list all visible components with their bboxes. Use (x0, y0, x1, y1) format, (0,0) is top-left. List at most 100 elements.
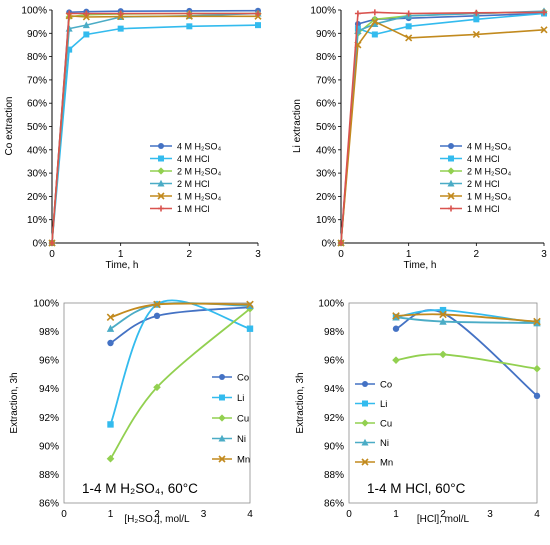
y-tick-label: 92% (39, 413, 59, 424)
legend: 4 M H₂SO₄ 4 M HCl 2 M H₂SO₄ 2 M HCl 1 M H₂SO… (150, 141, 222, 214)
data-point-marker (439, 317, 447, 325)
y-tick-label: 0% (322, 239, 337, 250)
legend-entry: 4 M HCl (150, 154, 210, 164)
legend-swatch-marker (362, 400, 368, 407)
legend-label: Li (380, 399, 387, 410)
data-point-marker (439, 350, 447, 359)
legend-entry: 1 M H₂SO₄ (440, 191, 512, 201)
y-tick-label: 90% (324, 441, 344, 452)
legend-label: 4 M HCl (467, 154, 500, 164)
data-point-marker (392, 356, 400, 364)
x-tick-label: 2 (440, 509, 446, 520)
y-tick-label: 30% (316, 169, 336, 180)
series-3 (48, 9, 262, 247)
chart-panel-3: 86% 88% 90% 92% 94% 96% 98% 100% 0 1 2 3 4 [H₂SO₄], m… (9, 299, 254, 525)
legend-entry: 1 M HCl (440, 204, 500, 214)
plot-area-border (63, 302, 251, 504)
legend-entry: 4 M HCl (440, 154, 500, 164)
data-point-marker (533, 392, 541, 400)
y-tick-label: 80% (316, 52, 336, 63)
series-line (340, 20, 545, 244)
data-point-marker (472, 30, 480, 39)
series-5 (106, 300, 254, 322)
legend-label: Ni (380, 438, 389, 449)
y-tick-label: 90% (316, 29, 336, 40)
series-line (109, 308, 251, 460)
y-tick-label: 70% (27, 75, 47, 86)
x-tick-label: 0 (346, 509, 352, 520)
legend-entry: Ni (355, 438, 389, 449)
data-point-marker (255, 10, 261, 17)
y-tick-label: 96% (324, 356, 344, 367)
data-point-marker (371, 31, 378, 38)
series-4 (106, 300, 254, 332)
data-point-marker (338, 240, 344, 246)
x-tick-label: 1 (406, 249, 412, 260)
series-line (395, 309, 538, 397)
data-point-marker (246, 300, 254, 309)
data-point-marker (473, 9, 480, 16)
data-point-marker (82, 21, 90, 29)
legend-swatch-marker (447, 167, 455, 175)
legend-label: Co (237, 372, 249, 383)
series-line (51, 12, 259, 244)
chart-panel-4: 86% 88% 90% 92% 94% 96% 98% 100% 0 1 2 3 4 [HCl], mol… (295, 299, 541, 525)
y-tick-label: 20% (316, 192, 336, 203)
data-point-marker (405, 34, 413, 42)
legend-swatch-marker (362, 381, 368, 387)
chart-panel-2: 0% 10% 20% 30% 40% 50% 60% 70% 80% 90% 100% 0 1 2 3 Tim… (292, 6, 548, 271)
x-tick-label: 0 (338, 249, 344, 260)
y-tick-label: 30% (27, 169, 47, 180)
legend-label: 4 M H₂SO₄ (177, 141, 222, 151)
series-line (51, 24, 259, 244)
y-tick-label: 40% (316, 145, 336, 156)
x-tick-label: 3 (201, 509, 207, 520)
y-tick-label: 100% (21, 6, 47, 17)
series-1 (49, 7, 261, 246)
y-tick-label: 40% (27, 145, 47, 156)
series-5 (392, 310, 541, 326)
series-5 (337, 18, 548, 247)
data-point-marker (246, 325, 254, 332)
data-point-marker (117, 12, 125, 21)
y-tick-label: 50% (316, 122, 336, 133)
legend-entry: Cu (212, 413, 249, 424)
data-point-marker (371, 15, 379, 23)
y-tick-label: 86% (39, 499, 59, 510)
legend-swatch-marker (218, 434, 226, 442)
data-point-marker (392, 312, 400, 320)
legend-swatch-marker (448, 155, 454, 162)
y-tick-label: 94% (39, 384, 59, 395)
y-tick-label: 100% (310, 6, 336, 17)
legend-swatch-marker (218, 414, 226, 422)
data-point-marker (83, 31, 90, 38)
data-point-marker (541, 9, 547, 16)
x-tick-label: 1 (118, 249, 124, 260)
series-3 (106, 304, 254, 463)
legend-entry: 2 M H₂SO₄ (440, 166, 512, 176)
series-3 (392, 350, 541, 373)
legend-label: Mn (380, 457, 393, 468)
legend-entry: Ni (212, 434, 246, 445)
legend: Co Li Cu Ni Mn (355, 379, 393, 468)
y-tick-label: 60% (27, 99, 47, 110)
series-3 (337, 8, 548, 247)
series-line (51, 12, 258, 244)
legend-entry: Li (355, 399, 387, 410)
legend-swatch-marker (157, 192, 165, 200)
data-point-marker (49, 240, 55, 246)
data-point-marker (153, 300, 161, 309)
y-tick-label: 86% (324, 499, 344, 510)
legend-label: 4 M HCl (177, 154, 210, 164)
data-point-marker (106, 313, 115, 322)
legend-swatch-marker (157, 167, 165, 175)
legend-swatch-marker (218, 455, 226, 463)
chart-annotation: 1-4 M HCl, 60°C (367, 481, 466, 496)
y-tick-label: 88% (39, 470, 59, 481)
legend: Co Li Cu Ni Mn (212, 372, 250, 465)
series-line (395, 353, 538, 370)
data-point-marker (392, 325, 400, 332)
x-axis-title: [HCl], mol/L (417, 514, 470, 525)
y-tick-label: 70% (316, 75, 336, 86)
y-tick-label: 100% (33, 299, 59, 310)
